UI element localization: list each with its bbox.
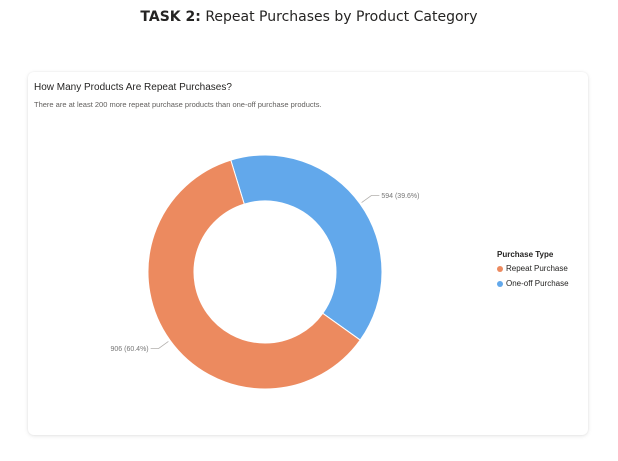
legend-marker-one-off-purchase xyxy=(497,280,503,287)
page-title: TASK 2: Repeat Purchases by Product Cate… xyxy=(0,9,618,25)
page-title-task: TASK 2: xyxy=(140,9,201,25)
donut-chart: 594 (39.6%) 906 (60.4%) xyxy=(111,154,419,390)
chart-subtitle: There are at least 200 more repeat purch… xyxy=(34,100,322,109)
chart-legend: Purchase Type Repeat Purchase One-off Pu… xyxy=(497,250,569,291)
legend-marker-repeat-purchase xyxy=(497,265,503,272)
chart-title: How Many Products Are Repeat Purchases? xyxy=(34,82,232,93)
leader-line-one-off-purchase xyxy=(361,195,380,203)
leader-line-repeat-purchase xyxy=(150,341,169,349)
legend-item-one-off-purchase[interactable]: One-off Purchase xyxy=(497,276,569,291)
data-label-repeat-purchase: 906 (60.4%) xyxy=(111,346,149,353)
legend-title: Purchase Type xyxy=(497,250,554,259)
page-title-text: Repeat Purchases by Product Category xyxy=(205,9,478,25)
data-label-one-off-purchase: 594 (39.6%) xyxy=(381,193,419,200)
chart-card[interactable]: How Many Products Are Repeat Purchases? … xyxy=(28,72,588,435)
legend-label-one-off-purchase: One-off Purchase xyxy=(506,279,569,288)
legend-label-repeat-purchase: Repeat Purchase xyxy=(506,264,568,273)
slice-repeat-purchase[interactable] xyxy=(147,159,361,390)
legend-item-repeat-purchase[interactable]: Repeat Purchase xyxy=(497,261,569,276)
slice-one-off-purchase[interactable] xyxy=(230,154,383,341)
